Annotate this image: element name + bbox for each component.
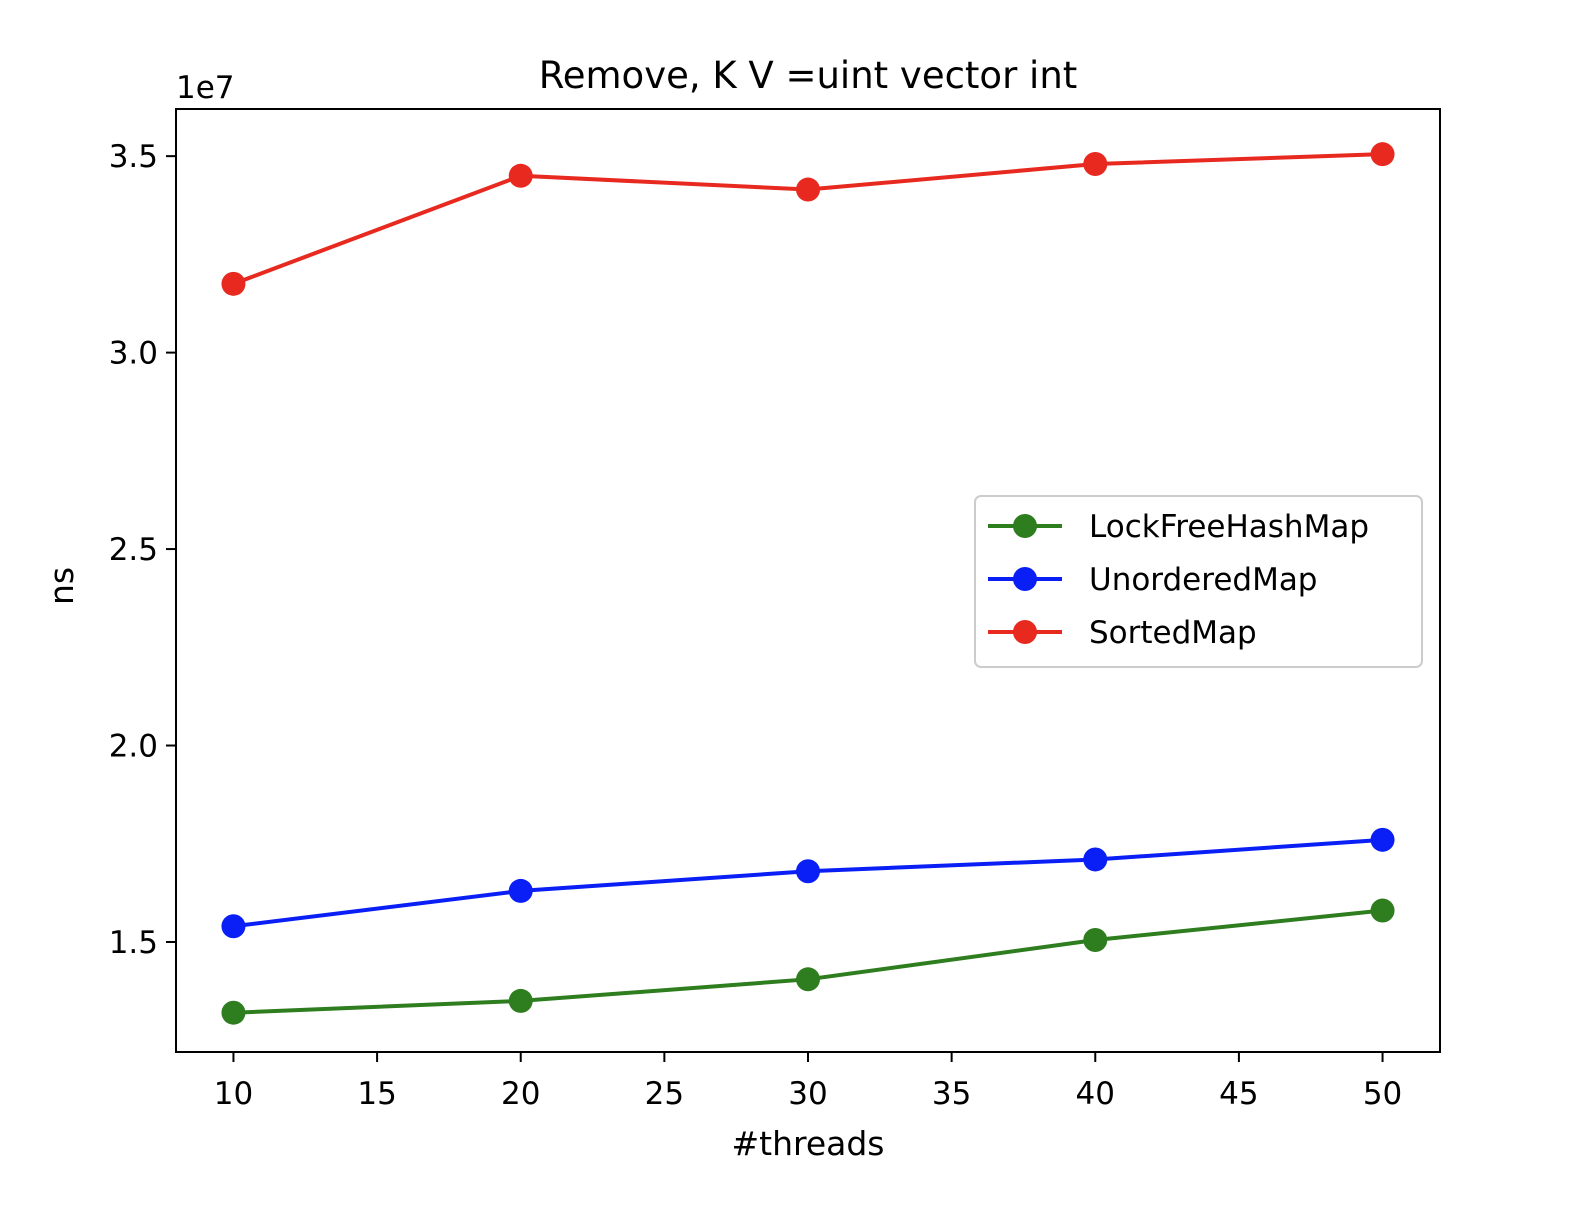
- legend-label: SortedMap: [1089, 615, 1257, 651]
- data-point-lockfreehashmap: [1083, 928, 1108, 953]
- x-tick-label: 35: [932, 1076, 971, 1112]
- legend-item: LockFreeHashMap: [988, 509, 1369, 545]
- legend: LockFreeHashMap UnorderedMap SortedMap: [974, 495, 1423, 668]
- series-sortedmap: [221, 142, 1395, 296]
- x-axis-label: #threads: [731, 1124, 884, 1163]
- data-point-unorderedmap: [796, 859, 820, 884]
- x-tick-label: 10: [214, 1076, 253, 1112]
- legend-marker: [1013, 620, 1037, 644]
- data-point-sortedmap: [1370, 142, 1395, 167]
- legend-marker: [1013, 567, 1037, 591]
- legend-label: LockFreeHashMap: [1089, 509, 1369, 545]
- x-tick-label: 50: [1363, 1076, 1402, 1112]
- x-tick-label: 20: [501, 1076, 540, 1112]
- y-tick-label: 2.0: [109, 729, 158, 765]
- x-tick-label: 45: [1219, 1076, 1258, 1112]
- data-point-sortedmap: [221, 271, 246, 296]
- data-point-unorderedmap: [1370, 827, 1395, 852]
- legend-marker: [1013, 514, 1037, 538]
- legend-label: UnorderedMap: [1089, 562, 1318, 598]
- legend-box: [974, 495, 1423, 668]
- data-point-sortedmap: [508, 163, 533, 188]
- data-point-lockfreehashmap: [1370, 898, 1395, 923]
- legend-item: SortedMap: [988, 615, 1257, 651]
- data-point-sortedmap: [1083, 152, 1108, 177]
- data-point-unorderedmap: [508, 878, 533, 903]
- chart-title: Remove, K V =uint vector int: [539, 54, 1078, 97]
- data-point-lockfreehashmap: [796, 967, 820, 992]
- series-lockfreehashmap: [221, 898, 1395, 1025]
- data-point-lockfreehashmap: [508, 988, 533, 1013]
- y-tick-label: 1.5: [109, 925, 158, 961]
- data-point-sortedmap: [796, 177, 820, 202]
- y-axis-label: ns: [42, 567, 81, 605]
- x-tick-label: 15: [357, 1076, 396, 1112]
- series-layer: [221, 142, 1395, 1025]
- y-axis: 1.5 2.0 2.5 3.0 3.5: [109, 139, 176, 961]
- legend-item: UnorderedMap: [988, 562, 1318, 598]
- data-point-unorderedmap: [221, 914, 246, 939]
- y-tick-label: 3.0: [109, 336, 158, 372]
- data-point-unorderedmap: [1083, 847, 1108, 872]
- x-tick-label: 25: [645, 1076, 684, 1112]
- y-tick-label: 3.5: [109, 139, 158, 175]
- series-unorderedmap: [221, 827, 1395, 939]
- x-tick-label: 30: [788, 1076, 827, 1112]
- x-tick-label: 40: [1076, 1076, 1115, 1112]
- y-tick-label: 2.5: [109, 532, 158, 568]
- data-point-lockfreehashmap: [221, 1000, 246, 1025]
- y-offset-label: 1e7: [176, 70, 235, 106]
- x-axis: 10 15 20 25 30 35 40 45 50: [214, 1052, 1402, 1112]
